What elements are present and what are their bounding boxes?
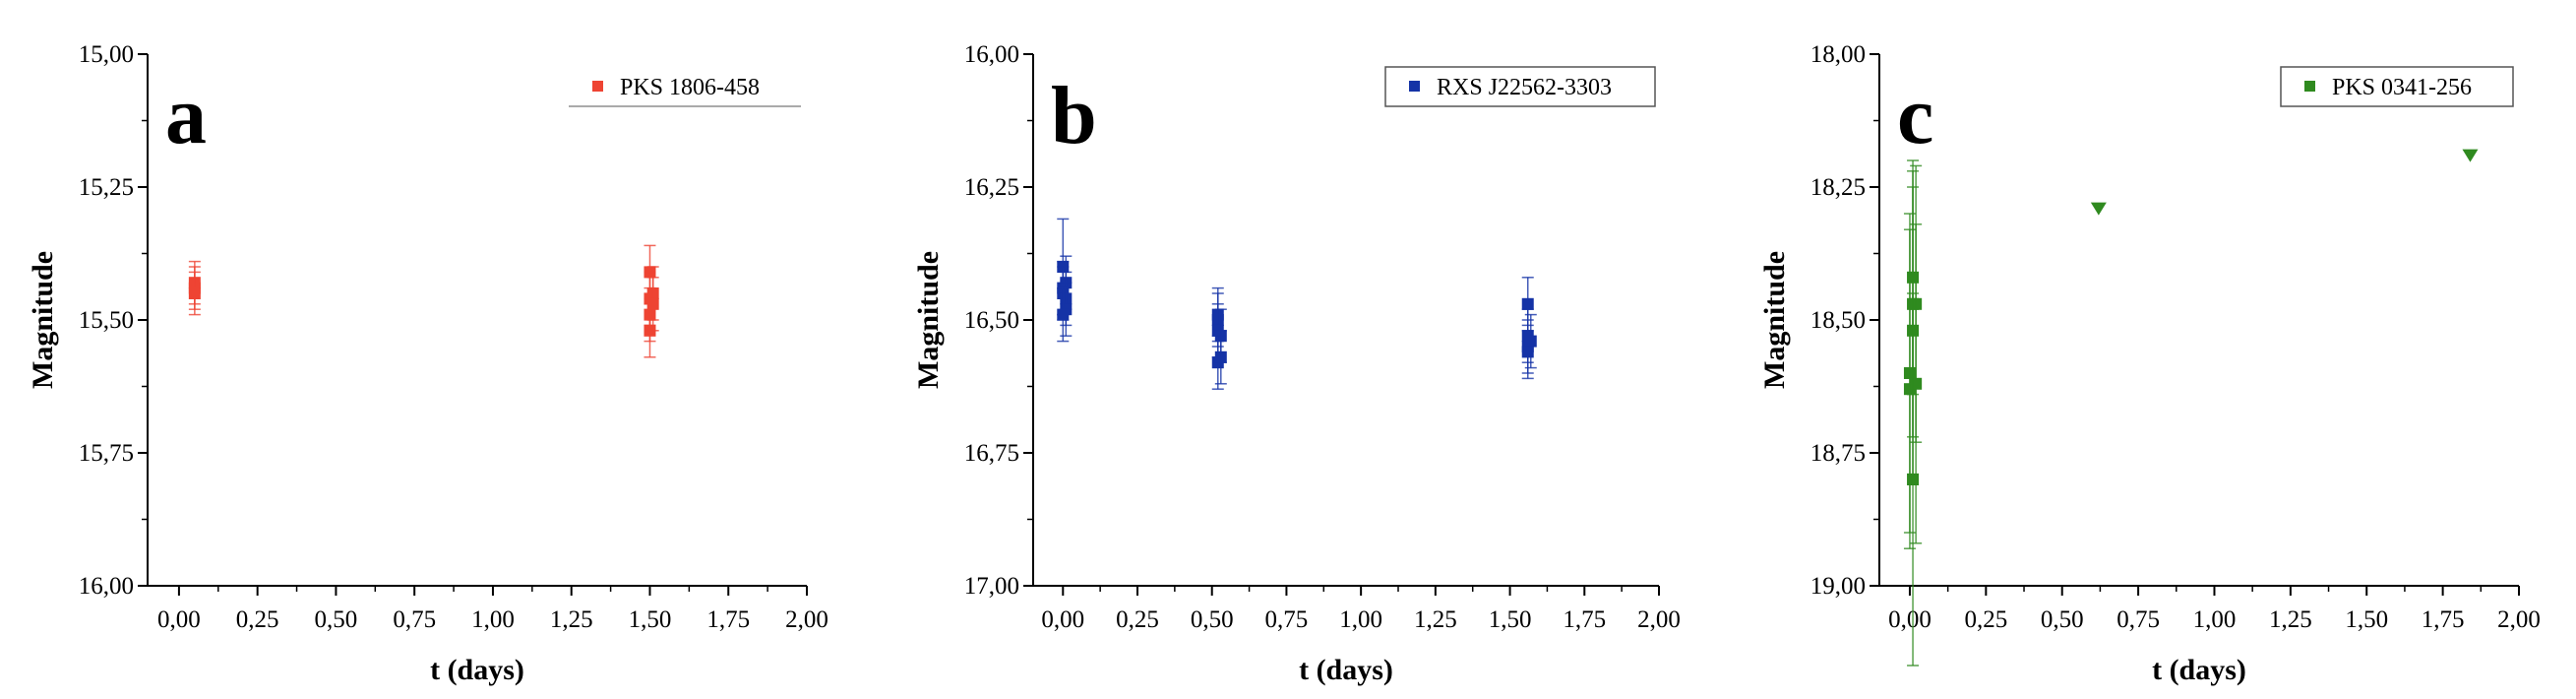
data-point bbox=[1907, 474, 1920, 485]
x-tick-label: 1,00 bbox=[2193, 606, 2237, 633]
x-tick-label: 0,75 bbox=[1265, 606, 1309, 633]
y-tick-label: 17,00 bbox=[964, 573, 1019, 600]
x-tick-label: 2,00 bbox=[2497, 606, 2541, 633]
legend-label: RXS J22562-3303 bbox=[1437, 75, 1612, 100]
panel-b: 16,00 16,25 16,50 16,75 17,00 0,00 0,25 0,50 0,7… bbox=[912, 41, 1681, 686]
data-point bbox=[1524, 335, 1537, 348]
x-tick-label: 1,50 bbox=[2345, 606, 2388, 633]
y-tick-label: 18,50 bbox=[1810, 307, 1866, 334]
data-point bbox=[1214, 350, 1227, 363]
panel-letter: a bbox=[165, 70, 207, 161]
legend-label: PKS 0341-256 bbox=[2332, 75, 2472, 100]
y-tick-label: 16,75 bbox=[964, 440, 1019, 467]
data-point bbox=[646, 297, 659, 310]
x-tick-label: 0,25 bbox=[1116, 606, 1159, 633]
legend-label: PKS 1806-458 bbox=[620, 75, 760, 100]
x-tick-label: 1,25 bbox=[2269, 606, 2312, 633]
upper-limit-marker bbox=[2462, 149, 2479, 162]
x-tick-label: 0,75 bbox=[393, 606, 436, 633]
x-tick-label: 0,50 bbox=[2041, 606, 2084, 633]
legend-marker-icon bbox=[2304, 81, 2315, 92]
y-tick-label: 16,00 bbox=[964, 41, 1019, 68]
y-axis-title: Magnitude bbox=[912, 251, 945, 389]
y-tick-label: 15,50 bbox=[79, 307, 134, 334]
legend-marker-icon bbox=[1409, 81, 1420, 92]
y-tick-label: 18,25 bbox=[1810, 174, 1866, 201]
legend-box bbox=[1384, 66, 1656, 107]
data-point bbox=[1910, 377, 1923, 390]
x-tick-label: 0,00 bbox=[1888, 606, 1932, 633]
x-tick-label: 0,00 bbox=[157, 606, 201, 633]
panel-letter: c bbox=[1897, 70, 1933, 161]
x-tick-label: 2,00 bbox=[1637, 606, 1681, 633]
y-tick-label: 16,50 bbox=[964, 307, 1019, 334]
x-tick-label: 1,25 bbox=[550, 606, 593, 633]
y-tick-label: 19,00 bbox=[1810, 573, 1866, 600]
x-tick-label: 1,00 bbox=[471, 606, 515, 633]
data-point bbox=[188, 287, 201, 299]
x-tick-label: 0,50 bbox=[1191, 606, 1234, 633]
data-point bbox=[1521, 297, 1534, 310]
x-tick-label: 0,00 bbox=[1041, 606, 1084, 633]
y-tick-label: 16,00 bbox=[79, 573, 134, 600]
x-tick-label: 1,25 bbox=[1414, 606, 1457, 633]
y-tick-label: 18,75 bbox=[1810, 440, 1866, 467]
y-axis-title: Magnitude bbox=[1758, 251, 1791, 389]
x-tick-label: 2,00 bbox=[785, 606, 828, 633]
data-point bbox=[1521, 346, 1534, 358]
x-tick-label: 0,50 bbox=[315, 606, 358, 633]
x-tick-label: 1,75 bbox=[706, 606, 750, 633]
x-axis-title: t (days) bbox=[430, 654, 524, 686]
y-tick-label: 15,25 bbox=[79, 174, 134, 201]
panel-a: 15,00 15,25 15,50 15,75 16,00 0,00 0,25 0,50 0,7… bbox=[27, 41, 828, 686]
y-tick-label: 16,25 bbox=[964, 174, 1019, 201]
upper-limit-marker bbox=[2090, 202, 2107, 216]
y-axis-title: Magnitude bbox=[27, 251, 59, 389]
x-axis-title: t (days) bbox=[1299, 654, 1393, 686]
legend-box bbox=[2280, 66, 2514, 107]
x-axis-title: t (days) bbox=[2152, 654, 2246, 686]
x-tick-label: 1,50 bbox=[629, 606, 672, 633]
panel-letter: b bbox=[1051, 70, 1097, 161]
x-tick-label: 0,25 bbox=[236, 606, 279, 633]
y-tick-label: 15,75 bbox=[79, 440, 134, 467]
x-tick-label: 1,75 bbox=[1563, 606, 1606, 633]
panel-c: 18,00 18,25 18,50 18,75 19,00 0,00 0,25 0,50 0,7… bbox=[1758, 41, 2541, 686]
y-tick-label: 18,00 bbox=[1810, 41, 1866, 68]
x-tick-label: 1,75 bbox=[2422, 606, 2465, 633]
x-tick-label: 0,25 bbox=[1964, 606, 2007, 633]
x-tick-label: 1,00 bbox=[1339, 606, 1382, 633]
y-tick-label: 15,00 bbox=[79, 41, 134, 68]
legend-marker-icon bbox=[592, 81, 603, 92]
x-tick-label: 0,75 bbox=[2116, 606, 2160, 633]
data-point bbox=[1057, 308, 1070, 321]
x-tick-label: 1,50 bbox=[1489, 606, 1532, 633]
